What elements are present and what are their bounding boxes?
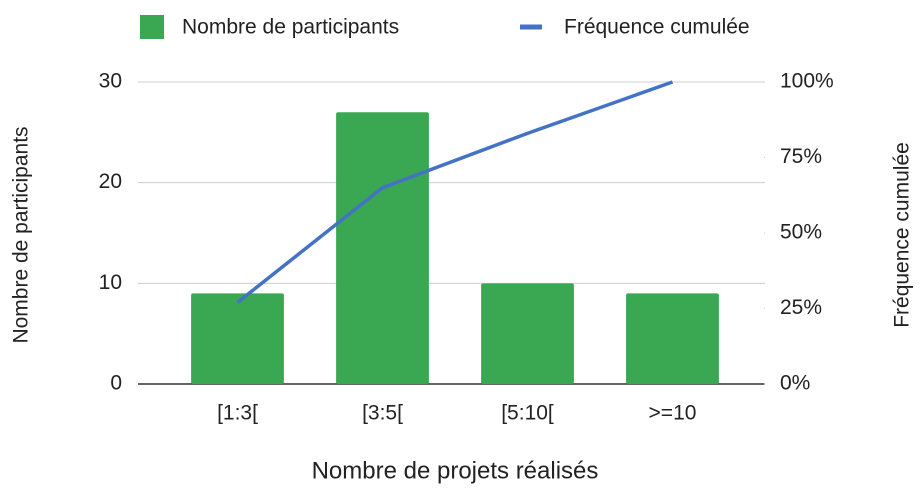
bar — [626, 293, 719, 384]
y2-tick-label: 100% — [780, 70, 834, 93]
bar — [481, 283, 574, 384]
y-tick-label: 20 — [99, 170, 122, 193]
x-tick-label: [5:10[ — [501, 402, 554, 425]
y-tick-label: 30 — [99, 70, 122, 93]
legend-label: Fréquence cumulée — [564, 16, 750, 39]
legend-swatch — [140, 15, 164, 39]
bar — [191, 293, 284, 384]
x-tick-label: [3:5[ — [362, 402, 403, 425]
y2-tick-label: 0% — [780, 372, 810, 395]
line — [236, 80, 674, 304]
bar — [336, 112, 429, 384]
y2-axis-title: Fréquence cumulée — [891, 142, 914, 328]
x-tick-label: >=10 — [649, 402, 697, 425]
y-axis-title: Nombre de participants — [10, 126, 33, 343]
legend-label: Nombre de participants — [182, 16, 399, 39]
y2-tick-label: 75% — [780, 145, 822, 168]
x-tick-label: [1:3[ — [217, 402, 258, 425]
y-tick-label: 0 — [110, 372, 122, 395]
y-tick-label: 10 — [99, 271, 122, 294]
y2-tick-label: 25% — [780, 296, 822, 319]
y2-tick-label: 50% — [780, 221, 822, 244]
x-axis-title: Nombre de projets réalisés — [312, 457, 599, 484]
